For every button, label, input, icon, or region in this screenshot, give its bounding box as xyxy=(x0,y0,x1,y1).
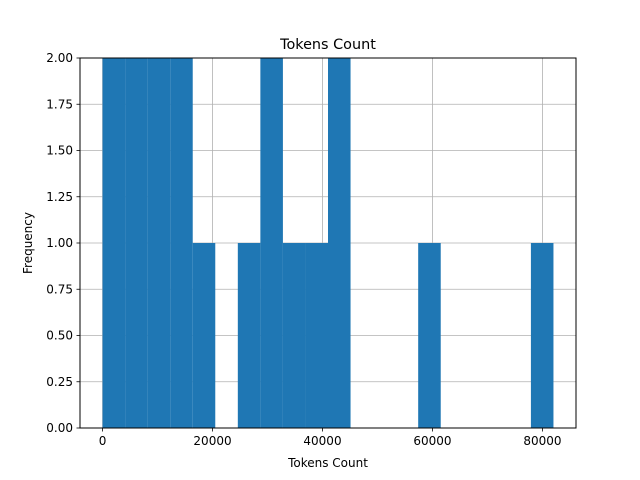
histogram-bar xyxy=(305,243,328,428)
histogram-bar xyxy=(102,58,126,428)
axis-ticks: 0 20000 40000 60000 80000 0.00 0.25 0.50 0.75 1.0… xyxy=(46,51,561,448)
histogram-bar xyxy=(125,58,148,428)
y-tick-label: 1.25 xyxy=(46,190,73,204)
histogram-bar xyxy=(418,243,441,428)
y-axis-label: Frequency xyxy=(21,212,35,274)
y-tick-label: 0.00 xyxy=(46,421,73,435)
histogram-bar xyxy=(282,243,306,428)
histogram-bar xyxy=(237,243,261,428)
histogram-bar xyxy=(192,243,216,428)
x-tick-label: 60000 xyxy=(413,434,451,448)
y-tick-label: 0.50 xyxy=(46,329,73,343)
chart-title: Tokens Count xyxy=(279,37,376,53)
y-tick-label: 1.75 xyxy=(46,97,73,111)
x-tick-label: 40000 xyxy=(303,434,341,448)
x-axis-label: Tokens Count xyxy=(287,456,368,470)
histogram-bar xyxy=(170,58,193,428)
y-tick-label: 0.75 xyxy=(46,282,73,296)
histogram-bar xyxy=(328,58,351,428)
histogram-bar xyxy=(147,58,171,428)
y-tick-label: 1.50 xyxy=(46,144,73,158)
histogram-bars xyxy=(102,58,554,428)
x-tick-label: 0 xyxy=(99,434,107,448)
y-tick-label: 2.00 xyxy=(46,51,73,65)
y-tick-label: 0.25 xyxy=(46,375,73,389)
x-tick-label: 20000 xyxy=(193,434,231,448)
histogram-bar xyxy=(260,58,283,428)
y-tick-label: 1.00 xyxy=(46,236,73,250)
histogram-bar xyxy=(530,243,554,428)
x-tick-label: 80000 xyxy=(523,434,561,448)
